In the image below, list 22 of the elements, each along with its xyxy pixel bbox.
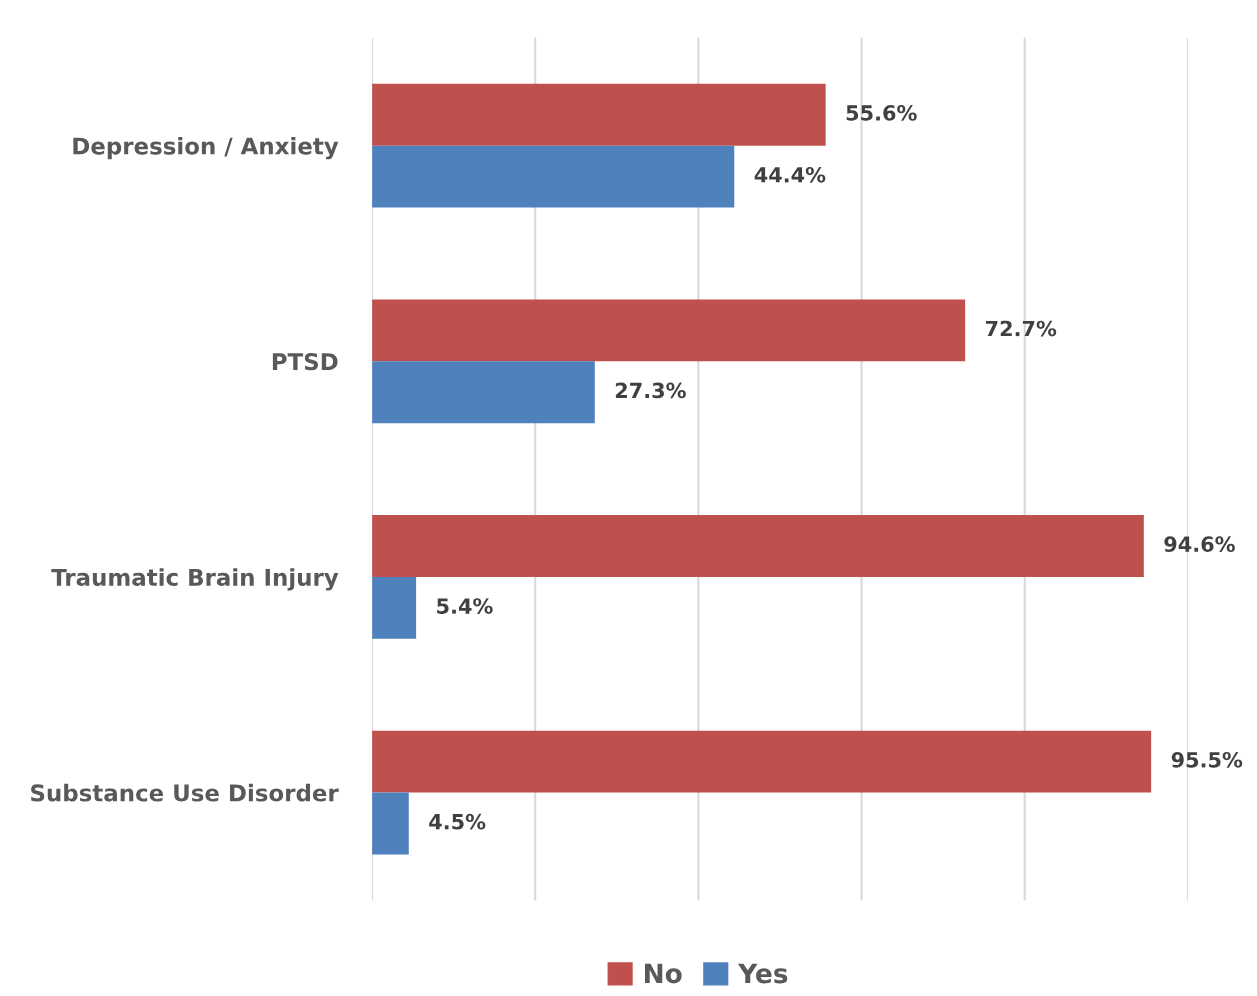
bar bbox=[372, 576, 417, 639]
data-label: 94.6% bbox=[1164, 536, 1235, 553]
bar bbox=[372, 792, 409, 855]
bar bbox=[372, 83, 826, 146]
y-tick-label: PTSD bbox=[272, 353, 338, 371]
bar bbox=[372, 730, 1152, 793]
legend-label: No bbox=[645, 963, 682, 984]
y-tick-label: Traumatic Brain Injury bbox=[51, 568, 339, 591]
bar bbox=[372, 361, 595, 424]
y-tick-label: Substance Use Disorder bbox=[31, 783, 339, 802]
data-label: 4.5% bbox=[429, 813, 486, 830]
data-label: 95.5% bbox=[1171, 751, 1243, 768]
data-label: 5.4% bbox=[437, 598, 493, 614]
data-label: 72.7% bbox=[985, 320, 1057, 337]
bar bbox=[372, 145, 735, 208]
data-label: 44.4% bbox=[754, 166, 826, 183]
data-label: 55.6% bbox=[846, 105, 917, 121]
legend-label: Yes bbox=[737, 963, 788, 984]
bar bbox=[372, 299, 966, 362]
y-tick-label: Depression / Anxiety bbox=[73, 136, 339, 160]
bar bbox=[372, 515, 1144, 577]
data-label: 27.3% bbox=[615, 382, 686, 399]
